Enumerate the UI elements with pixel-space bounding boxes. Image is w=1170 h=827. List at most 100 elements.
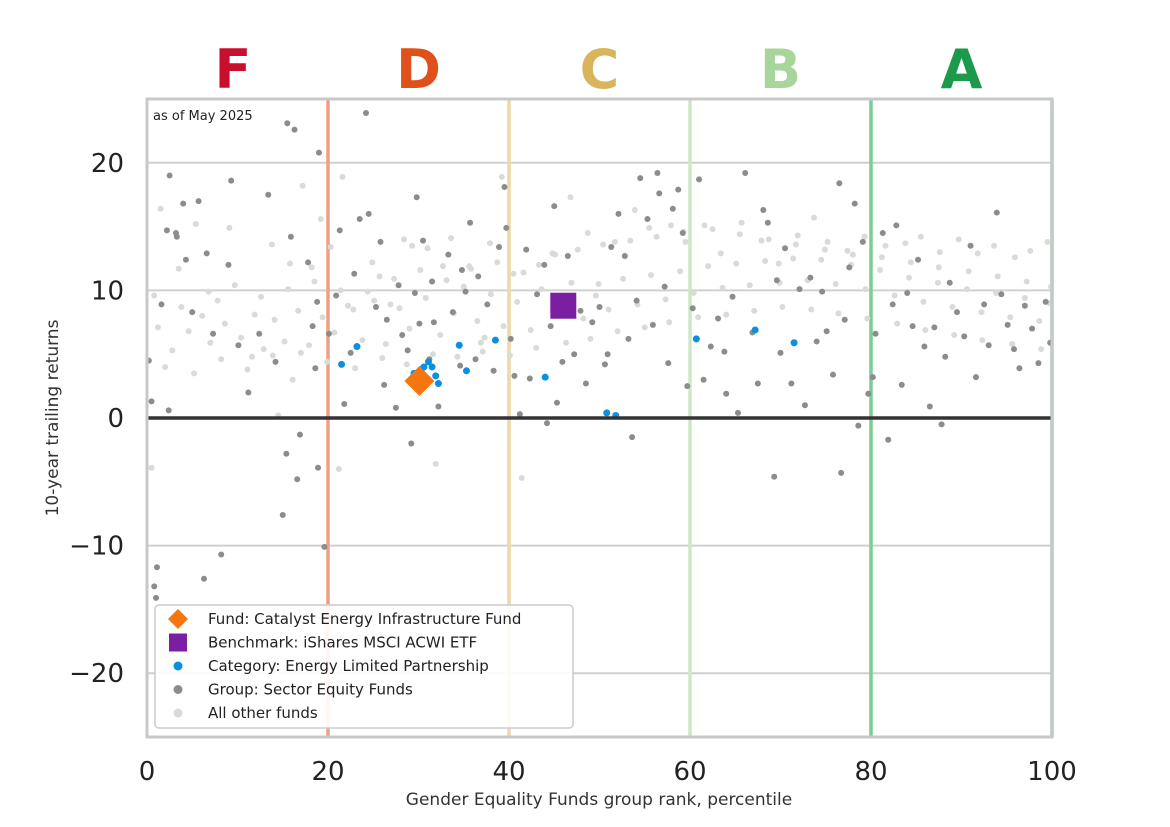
data-point [371, 297, 378, 304]
data-point [788, 380, 795, 387]
data-point [967, 242, 974, 249]
data-point [963, 286, 970, 293]
data-point [511, 372, 518, 379]
data-point [936, 249, 943, 256]
data-point [210, 330, 217, 337]
data-point [462, 288, 469, 295]
data-point [305, 342, 312, 349]
data-point [821, 246, 828, 253]
data-point [981, 301, 988, 308]
data-point [296, 431, 303, 438]
data-point [337, 287, 344, 294]
data-point [228, 177, 235, 184]
data-point [285, 286, 292, 293]
data-point [406, 325, 413, 332]
data-point [195, 198, 202, 205]
data-point [601, 361, 608, 368]
legend-label: Category: Energy Limited Partnership [208, 657, 489, 675]
data-point [993, 209, 1000, 216]
data-point [580, 315, 587, 322]
data-point [567, 194, 574, 201]
data-point [185, 328, 192, 335]
data-point [399, 332, 406, 339]
data-point [544, 420, 551, 427]
data-point [922, 326, 929, 333]
data-point [520, 269, 527, 276]
data-point [1021, 295, 1028, 302]
data-point [422, 295, 429, 302]
data-point [458, 266, 465, 273]
data-point [324, 358, 331, 365]
data-point [435, 403, 442, 410]
x-tick-label: 40 [492, 757, 525, 787]
data-point [462, 367, 470, 375]
data-point [877, 266, 884, 273]
data-point [656, 190, 663, 197]
data-point [151, 583, 158, 590]
data-point [790, 255, 797, 262]
data-point [319, 314, 326, 321]
x-tick-label: 0 [139, 757, 156, 787]
data-point [391, 275, 398, 282]
data-points [145, 110, 1055, 601]
data-point [915, 256, 922, 263]
data-point [157, 205, 164, 212]
data-point [311, 278, 318, 285]
data-point [682, 238, 689, 245]
y-axis-label: 10-year trailing returns [43, 319, 63, 516]
data-point [225, 261, 232, 268]
data-point [432, 372, 440, 380]
data-point [662, 296, 669, 303]
data-point [902, 240, 909, 247]
data-point [1010, 346, 1017, 353]
data-point [424, 358, 432, 366]
data-point [372, 303, 379, 310]
data-point [287, 233, 294, 240]
data-point [411, 289, 418, 296]
y-tick-label: −10 [69, 532, 124, 562]
data-point [333, 292, 340, 299]
x-tick-label: 60 [673, 757, 706, 787]
data-point [751, 326, 759, 334]
data-point [608, 244, 615, 251]
data-point [308, 264, 315, 271]
data-point [166, 172, 173, 179]
data-point [535, 261, 542, 268]
data-point [992, 289, 999, 296]
data-point [460, 283, 467, 290]
data-point [824, 238, 831, 245]
data-point [953, 309, 960, 316]
data-point [773, 277, 780, 284]
x-axis-label: Gender Equality Funds group rank, percen… [406, 790, 792, 810]
data-point [1011, 254, 1018, 261]
data-point [153, 594, 160, 601]
data-point [199, 312, 206, 319]
plot-frame [145, 97, 1054, 739]
data-point [742, 170, 749, 177]
data-point [765, 236, 772, 243]
data-point [445, 251, 452, 258]
data-point [631, 207, 638, 214]
data-point [679, 229, 686, 236]
data-point [931, 324, 938, 331]
data-point [413, 194, 420, 201]
data-point [978, 309, 985, 316]
data-point [764, 219, 771, 226]
grade-label-d: D [396, 38, 441, 101]
legend-marker [173, 685, 183, 694]
data-point [675, 186, 682, 193]
data-point [1023, 278, 1030, 285]
data-point [736, 231, 743, 238]
data-point [455, 341, 463, 349]
data-point [864, 315, 871, 322]
data-point [178, 303, 185, 310]
data-point [434, 380, 442, 388]
legend-label: All other funds [208, 704, 318, 722]
data-point [283, 450, 290, 457]
data-point [684, 383, 691, 390]
data-point [1029, 325, 1036, 332]
data-point [758, 237, 765, 244]
data-point [289, 376, 296, 383]
